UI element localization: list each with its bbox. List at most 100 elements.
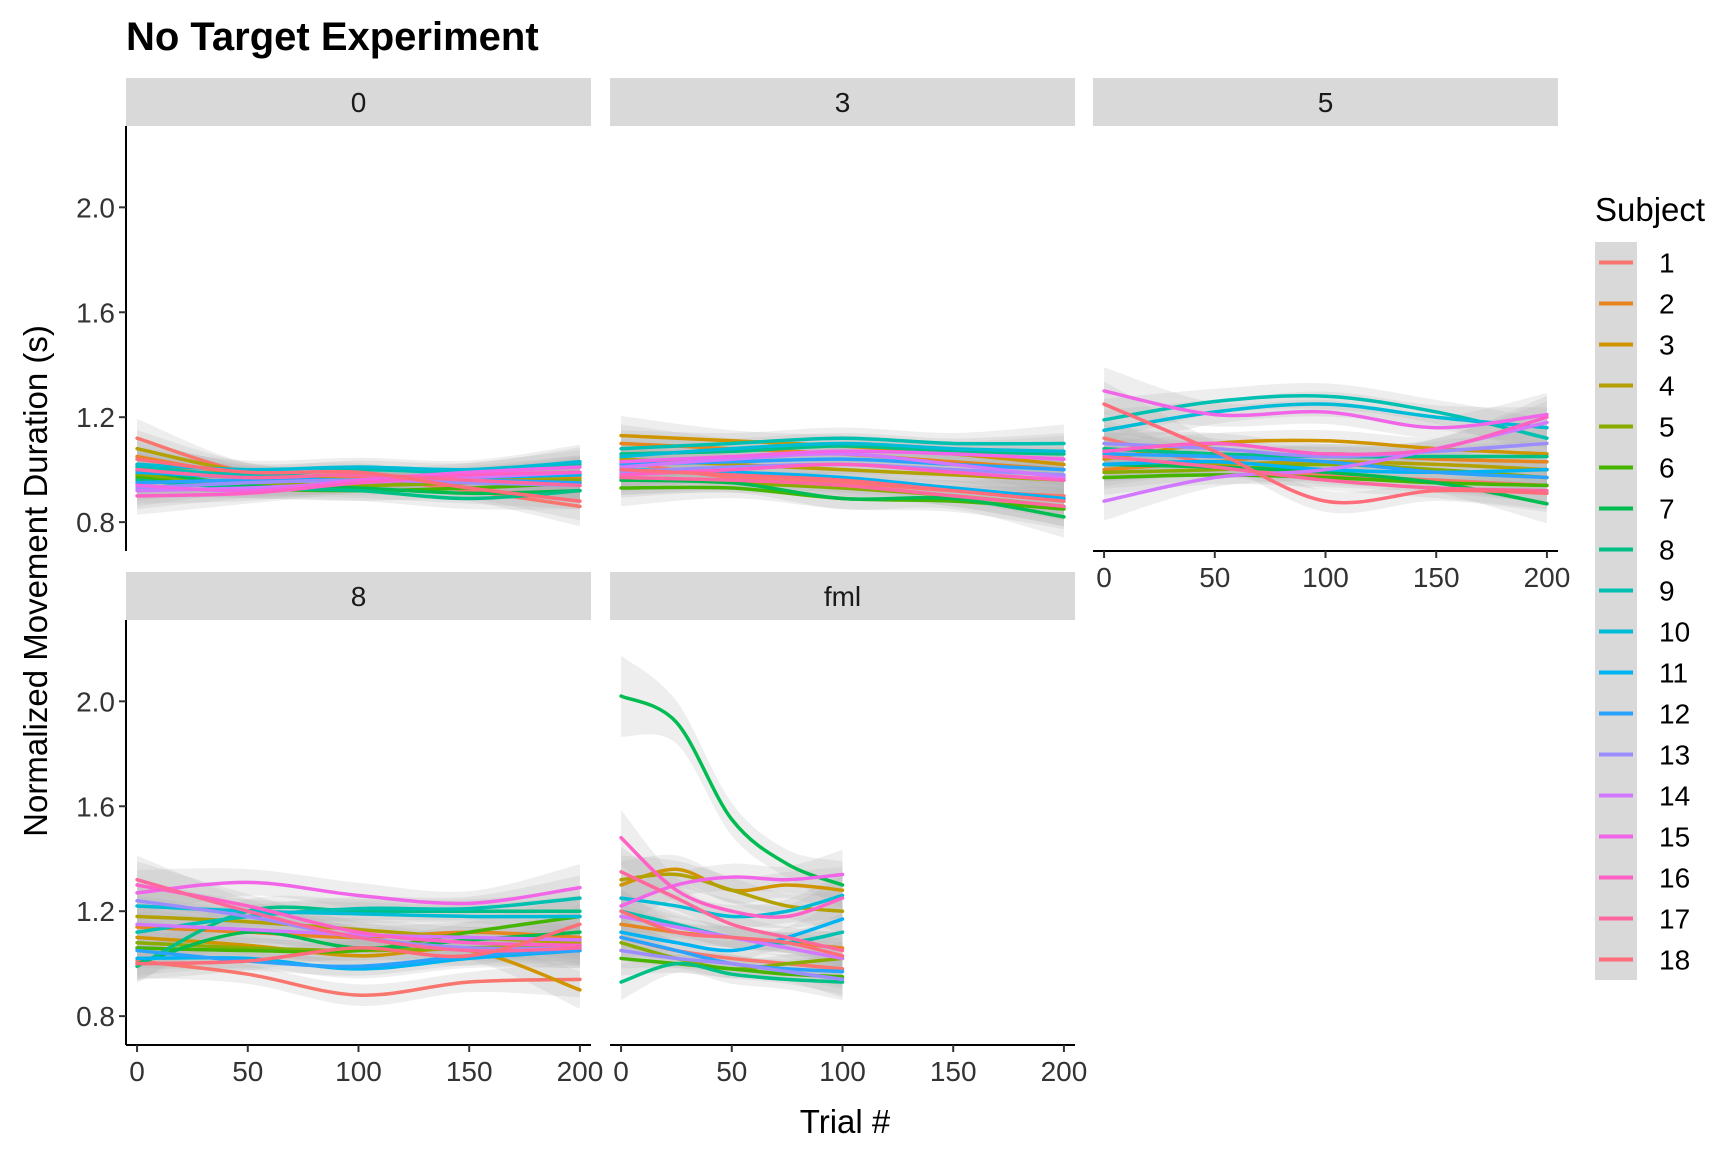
confidence-band-subject-7: [621, 655, 843, 909]
x-tick-label: 0: [1096, 562, 1112, 593]
facet-strip-label: 3: [835, 87, 851, 118]
legend-label: 4: [1659, 371, 1675, 402]
legend-label: 1: [1659, 248, 1675, 279]
x-tick-label: 200: [1041, 1056, 1088, 1087]
facet-panel-fml: fml 0 50 100 150 200: [610, 572, 1087, 1087]
facet-strip: [610, 572, 1075, 620]
x-tick-label: 0: [613, 1056, 629, 1087]
x-tick-label: 50: [1199, 562, 1230, 593]
series-line-subject-11: [619, 917, 845, 953]
confidence-band-subject-14: [621, 895, 843, 976]
series-line-subject-16: [135, 470, 582, 498]
confidence-band-subject-11: [137, 932, 580, 979]
confidence-band-subject-2: [621, 904, 843, 966]
legend-label: 9: [1659, 576, 1675, 607]
confidence-band-subject-12: [137, 932, 580, 976]
legend-label: 14: [1659, 781, 1690, 812]
series-line-subject-15: [619, 449, 1066, 464]
x-tick-label: 0: [129, 1056, 145, 1087]
confidence-band-subject-8: [621, 954, 843, 1001]
series-lines: [135, 877, 582, 997]
series-line-subject-17: [619, 475, 1066, 509]
series-line-subject-17: [135, 467, 582, 488]
y-tick-label: 1.6: [76, 297, 115, 328]
series-line-subject-16: [1102, 415, 1549, 457]
legend-key-background: [1595, 242, 1637, 980]
legend-label: 3: [1659, 330, 1675, 361]
panel-plot-area: [135, 418, 582, 527]
facet-panel-8: 8 0.8 1.2 1.6 2.0 0 50 100 150 200: [76, 572, 603, 1087]
facet-strip-label: 8: [351, 581, 367, 612]
panel-plot-area: [135, 855, 582, 1009]
y-tick-label: 0.8: [76, 507, 115, 538]
y-tick-label: 2.0: [76, 192, 115, 223]
y-tick-label: 2.0: [76, 686, 115, 717]
facet-panel-0: 0 0.8 1.2 1.6 2.0: [76, 78, 591, 551]
confidence-band-subject-10: [1104, 391, 1547, 451]
series-line-subject-16: [619, 836, 845, 919]
series-line-subject-10: [619, 441, 1066, 459]
series-line-subject-13: [1102, 441, 1549, 459]
x-tick-label: 100: [335, 1056, 382, 1087]
series-line-subject-15: [135, 880, 582, 906]
series-line-subject-6: [135, 914, 582, 954]
x-axis-title: Trial #: [800, 1103, 891, 1140]
confidence-band-subject-10: [621, 872, 843, 929]
x-tick-label: 100: [819, 1056, 866, 1087]
legend-label: 8: [1659, 535, 1675, 566]
legend-label: 16: [1659, 863, 1690, 894]
facet-strip: [1093, 78, 1558, 126]
y-tick-label: 0.8: [76, 1001, 115, 1032]
confidence-band-subject-11: [621, 898, 843, 961]
confidence-band-subject-3: [1104, 429, 1547, 477]
facet-strip-label: fml: [824, 581, 861, 612]
confidence-band-subject-1: [137, 944, 580, 1007]
x-tick-label: 50: [716, 1056, 747, 1087]
series-line-subject-1: [135, 959, 582, 997]
facet-strip: [610, 78, 1075, 126]
series-line-subject-18: [135, 922, 582, 966]
confidence-band-subject-3: [621, 415, 1064, 482]
series-lines: [1102, 389, 1549, 506]
series-line-subject-9: [135, 896, 582, 934]
x-tick-label: 200: [557, 1056, 604, 1087]
panel-plot-area: [619, 655, 845, 1001]
x-tick-label: 100: [1302, 562, 1349, 593]
series-line-subject-14: [619, 452, 1066, 480]
series-line-subject-18: [619, 909, 845, 958]
facet-strip-label: 5: [1318, 87, 1334, 118]
series-line-subject-18: [135, 457, 582, 503]
confidence-band-subject-5: [137, 924, 580, 964]
legend-label: 10: [1659, 617, 1690, 648]
series-line-subject-18: [1102, 402, 1549, 505]
legend-label: 17: [1659, 904, 1690, 935]
x-tick-label: 150: [930, 1056, 977, 1087]
series-line-subject-17: [619, 870, 845, 953]
series-line-subject-17: [135, 877, 582, 953]
legend-label: 6: [1659, 453, 1675, 484]
y-tick-label: 1.2: [76, 896, 115, 927]
facet-strip: [126, 572, 591, 620]
legend-label: 5: [1659, 412, 1675, 443]
confidence-band-subject-18: [621, 889, 843, 974]
facet-panel-3: 3: [610, 78, 1075, 538]
series-lines: [619, 433, 1066, 519]
x-tick-label: 150: [446, 1056, 493, 1087]
series-line-subject-3: [135, 935, 582, 992]
series-line-subject-10: [619, 893, 845, 919]
confidence-band-subject-8: [137, 889, 580, 984]
series-line-subject-12: [135, 948, 582, 969]
panel-plot-area: [619, 415, 1066, 538]
y-axis-title: Normalized Movement Duration (s): [17, 325, 54, 837]
y-tick-label: 1.2: [76, 402, 115, 433]
series-line-subject-12: [1102, 452, 1549, 480]
facet-panel-5: 50 50 100 150 200: [1093, 78, 1570, 593]
series-lines: [619, 694, 845, 984]
series-line-subject-15: [1102, 389, 1549, 430]
series-line-subject-10: [1102, 402, 1549, 433]
legend-label: 13: [1659, 740, 1690, 771]
series-line-subject-14: [135, 922, 582, 942]
legend-label: 18: [1659, 945, 1690, 976]
facet-strip-label: 0: [351, 87, 367, 118]
